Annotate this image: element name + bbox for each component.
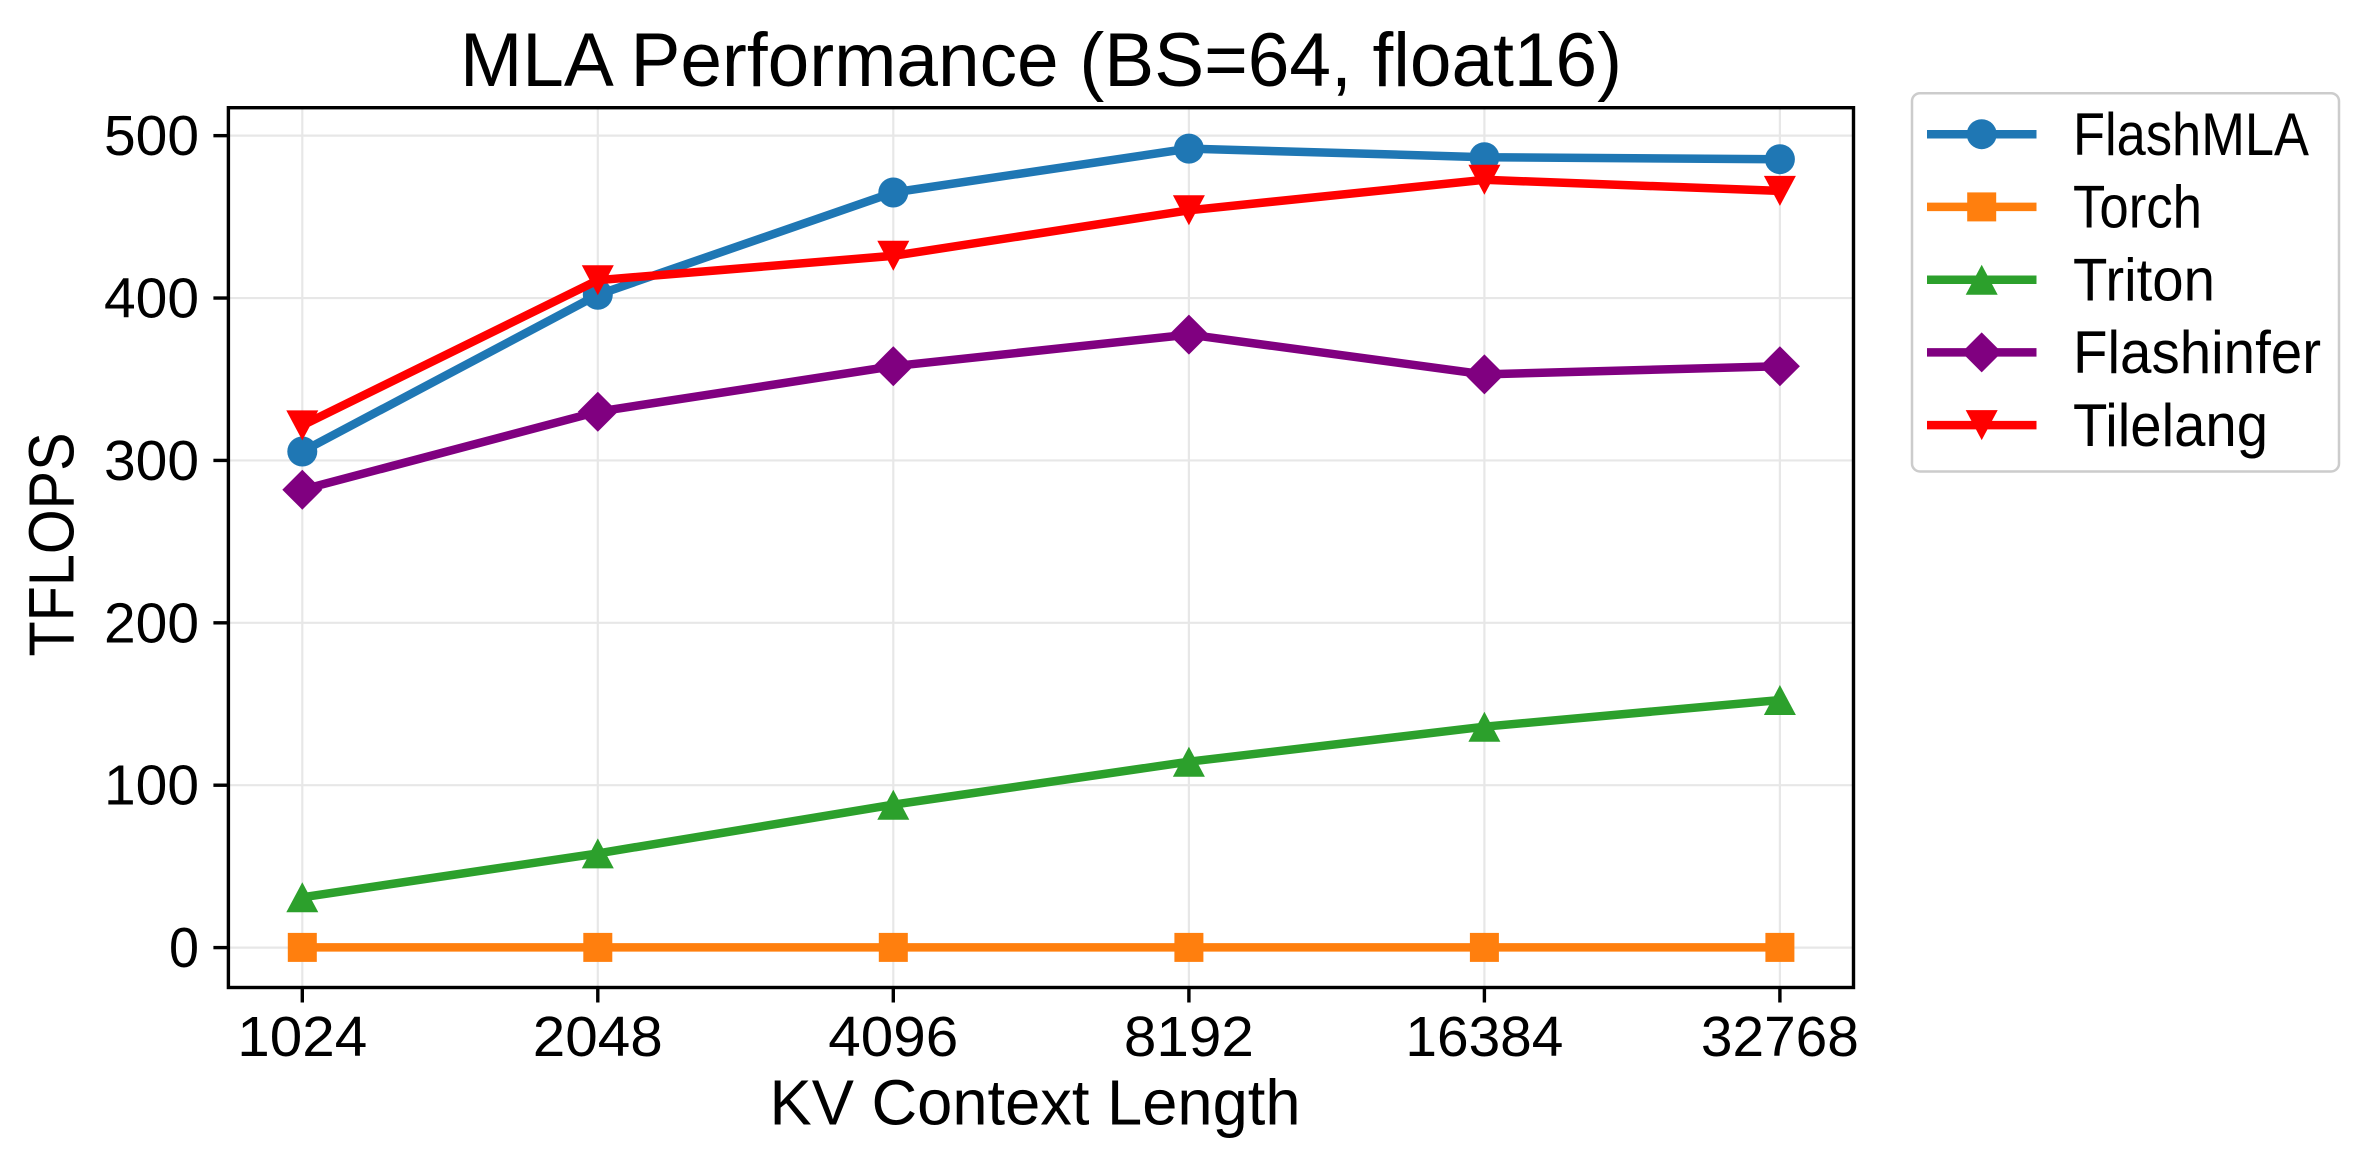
svg-text:Triton: Triton (2073, 246, 2215, 313)
svg-text:KV Context Length: KV Context Length (770, 1067, 1301, 1139)
svg-text:2048: 2048 (533, 1005, 663, 1069)
svg-text:4096: 4096 (828, 1005, 958, 1069)
svg-text:500: 500 (104, 104, 199, 168)
svg-text:400: 400 (104, 267, 199, 331)
svg-text:100: 100 (104, 754, 199, 818)
svg-text:32768: 32768 (1701, 1005, 1859, 1069)
svg-text:Torch: Torch (2073, 174, 2202, 241)
svg-text:0: 0 (169, 916, 199, 980)
svg-text:Flashinfer: Flashinfer (2073, 319, 2321, 386)
svg-text:TFLOPS: TFLOPS (16, 433, 88, 657)
svg-text:300: 300 (104, 429, 199, 493)
svg-text:8192: 8192 (1124, 1005, 1254, 1069)
svg-text:FlashMLA: FlashMLA (2073, 101, 2309, 168)
svg-text:MLA Performance (BS=64, float1: MLA Performance (BS=64, float16) (460, 18, 1622, 103)
svg-text:1024: 1024 (237, 1005, 367, 1069)
svg-text:Tilelang: Tilelang (2073, 392, 2268, 459)
svg-text:200: 200 (104, 591, 199, 655)
svg-text:16384: 16384 (1405, 1005, 1563, 1069)
